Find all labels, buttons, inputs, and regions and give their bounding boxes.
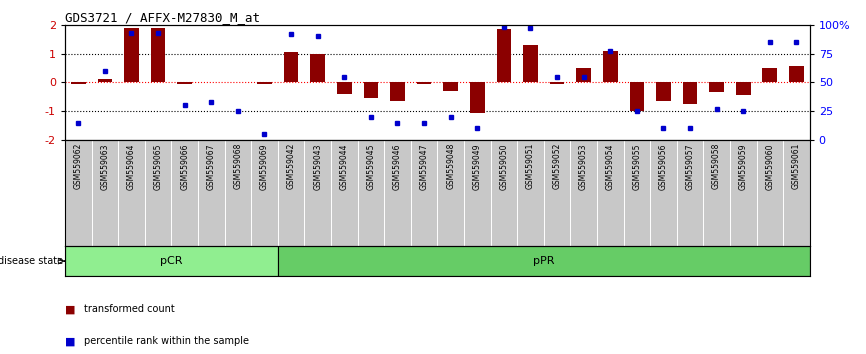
Text: GSM559065: GSM559065 bbox=[153, 143, 163, 189]
Bar bbox=[470, 82, 485, 113]
Bar bbox=[709, 82, 724, 92]
Bar bbox=[762, 68, 777, 82]
Text: GSM559045: GSM559045 bbox=[366, 143, 375, 189]
Text: GSM559043: GSM559043 bbox=[313, 143, 322, 189]
Bar bbox=[337, 82, 352, 94]
Bar bbox=[682, 82, 697, 104]
Text: GSM559049: GSM559049 bbox=[473, 143, 481, 189]
Bar bbox=[736, 82, 751, 95]
Bar bbox=[98, 79, 113, 82]
Text: GSM559067: GSM559067 bbox=[207, 143, 216, 189]
Text: GSM559064: GSM559064 bbox=[127, 143, 136, 189]
Text: GSM559058: GSM559058 bbox=[712, 143, 721, 189]
Bar bbox=[124, 28, 139, 82]
Text: GSM559051: GSM559051 bbox=[526, 143, 535, 189]
Text: GSM559056: GSM559056 bbox=[659, 143, 668, 189]
Text: GSM559059: GSM559059 bbox=[739, 143, 747, 189]
Text: GSM559054: GSM559054 bbox=[605, 143, 615, 189]
Bar bbox=[257, 82, 272, 84]
Bar bbox=[178, 82, 192, 84]
Text: pPR: pPR bbox=[533, 256, 554, 266]
Bar bbox=[310, 53, 325, 82]
Text: GSM559068: GSM559068 bbox=[233, 143, 242, 189]
Text: GSM559063: GSM559063 bbox=[100, 143, 109, 189]
Bar bbox=[390, 82, 404, 101]
Bar bbox=[65, 246, 278, 276]
Bar bbox=[284, 52, 299, 82]
Bar bbox=[443, 82, 458, 91]
Text: ■: ■ bbox=[65, 304, 75, 314]
Text: GSM559066: GSM559066 bbox=[180, 143, 189, 189]
Text: GSM559044: GSM559044 bbox=[339, 143, 349, 189]
Bar bbox=[789, 67, 804, 82]
Text: GDS3721 / AFFX-M27830_M_at: GDS3721 / AFFX-M27830_M_at bbox=[65, 11, 260, 24]
Bar bbox=[656, 82, 671, 101]
Bar bbox=[576, 68, 591, 82]
Text: GSM559061: GSM559061 bbox=[792, 143, 801, 189]
Bar bbox=[278, 246, 810, 276]
Bar bbox=[630, 82, 644, 111]
Bar bbox=[417, 82, 431, 84]
Bar bbox=[71, 82, 86, 84]
Text: GSM559069: GSM559069 bbox=[260, 143, 269, 189]
Bar bbox=[364, 82, 378, 98]
Text: GSM559046: GSM559046 bbox=[393, 143, 402, 189]
Text: GSM559048: GSM559048 bbox=[446, 143, 456, 189]
Text: GSM559050: GSM559050 bbox=[500, 143, 508, 189]
Text: GSM559055: GSM559055 bbox=[632, 143, 642, 189]
Text: GSM559042: GSM559042 bbox=[287, 143, 295, 189]
Text: GSM559053: GSM559053 bbox=[579, 143, 588, 189]
Bar bbox=[550, 82, 565, 84]
Text: GSM559057: GSM559057 bbox=[686, 143, 695, 189]
Bar bbox=[496, 29, 511, 82]
Text: transformed count: transformed count bbox=[84, 304, 175, 314]
Bar bbox=[603, 51, 617, 82]
Text: GSM559060: GSM559060 bbox=[766, 143, 774, 189]
Text: pCR: pCR bbox=[160, 256, 183, 266]
Text: GSM559062: GSM559062 bbox=[74, 143, 83, 189]
Text: ■: ■ bbox=[65, 336, 75, 346]
Text: GSM559052: GSM559052 bbox=[553, 143, 561, 189]
Bar bbox=[523, 45, 538, 82]
Text: disease state: disease state bbox=[0, 256, 63, 266]
Text: GSM559047: GSM559047 bbox=[419, 143, 429, 189]
Bar bbox=[151, 28, 165, 82]
Text: percentile rank within the sample: percentile rank within the sample bbox=[84, 336, 249, 346]
